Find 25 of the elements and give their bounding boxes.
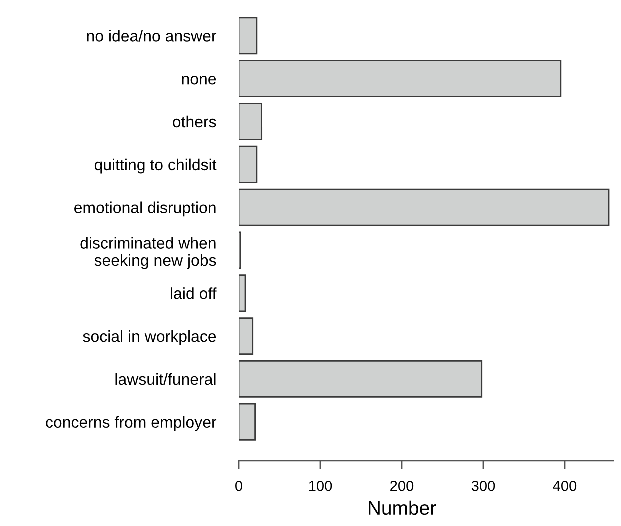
x-axis-title: Number — [369, 500, 436, 516]
y-tick-label: lawsuit/funeral — [116, 373, 216, 386]
bar — [239, 146, 258, 184]
bar — [239, 274, 246, 312]
y-tick-label: social in workplace — [83, 330, 216, 346]
x-tick-label: 300 — [472, 480, 496, 492]
x-tick-label: 0 — [236, 480, 242, 492]
bar — [239, 318, 254, 355]
y-tick-label: discriminated when seeking new jobs — [80, 237, 216, 270]
y-tick-label: quitting to childsit — [94, 158, 217, 174]
y-tick-label: concerns from employer — [46, 416, 217, 432]
y-tick-label: emotional disruption — [74, 202, 216, 217]
y-tick-label: no idea/no answer — [87, 30, 217, 42]
bar — [239, 360, 483, 398]
x-tick-label: 200 — [390, 480, 414, 492]
bar — [239, 17, 258, 55]
bar — [239, 403, 256, 441]
y-tick-label: laid off — [171, 288, 217, 300]
bar — [239, 188, 610, 226]
bar — [239, 103, 263, 140]
x-tick-label: 100 — [309, 480, 332, 492]
x-tick-label: 400 — [553, 480, 577, 492]
bar — [239, 60, 562, 98]
y-tick-label: none — [182, 76, 216, 85]
y-tick-label: others — [173, 116, 216, 128]
